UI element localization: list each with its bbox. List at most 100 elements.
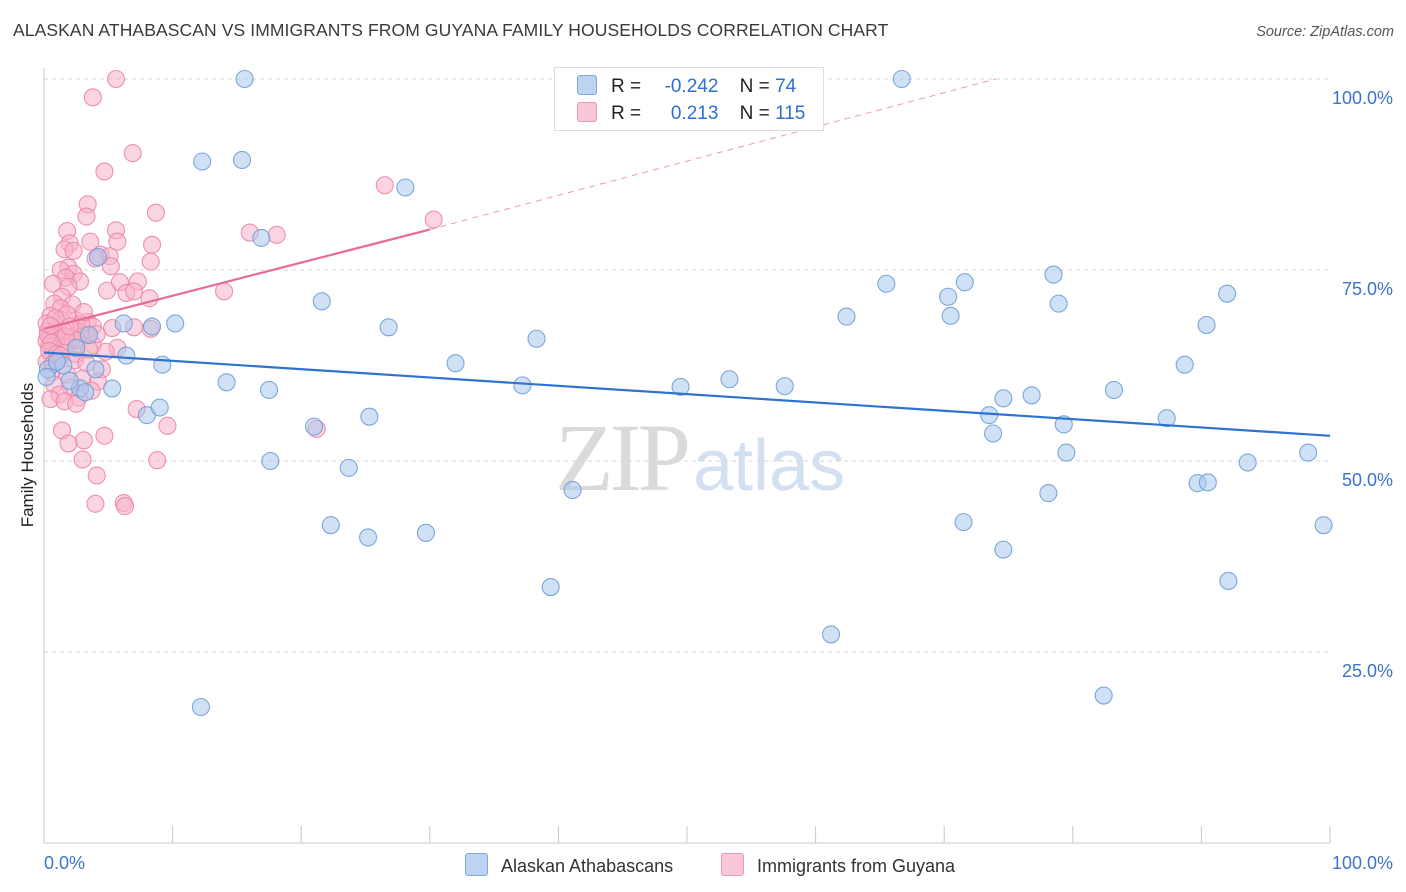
point-athabascan xyxy=(359,528,378,547)
point-athabascan xyxy=(142,317,162,336)
point-athabascan xyxy=(103,379,122,398)
point-guyana xyxy=(87,466,106,485)
point-guyana xyxy=(267,225,286,244)
trendline-guyana-extended xyxy=(429,78,996,230)
point-guyana xyxy=(146,203,165,222)
point-athabascan xyxy=(775,377,794,396)
stats-box: R = -0.242 N = 74 R = 0.213 N = 115 xyxy=(554,67,824,131)
point-guyana xyxy=(123,144,142,163)
point-athabascan xyxy=(1049,294,1068,313)
point-athabascan xyxy=(1238,453,1257,472)
point-guyana xyxy=(95,426,114,445)
point-athabascan xyxy=(379,318,398,337)
point-guyana xyxy=(148,451,167,470)
legend-label: Alaskan Athabascans xyxy=(501,856,674,876)
point-guyana xyxy=(73,450,92,469)
point-guyana xyxy=(83,88,102,107)
point-athabascan xyxy=(416,523,435,542)
point-athabascan xyxy=(1197,315,1216,335)
point-guyana xyxy=(141,252,160,271)
point-guyana xyxy=(424,210,443,229)
point-guyana xyxy=(115,497,135,516)
point-athabascan xyxy=(892,69,911,89)
point-athabascan xyxy=(1314,516,1333,535)
point-athabascan xyxy=(1198,473,1217,492)
legend-swatch-pink xyxy=(721,853,744,876)
point-guyana xyxy=(59,434,78,453)
point-athabascan xyxy=(994,540,1013,559)
point-athabascan xyxy=(117,346,136,365)
point-athabascan xyxy=(1039,484,1058,503)
point-athabascan xyxy=(305,417,324,436)
point-guyana xyxy=(97,281,117,300)
x-tick-label: 100.0% xyxy=(1332,853,1393,873)
trendline-guyana xyxy=(43,228,431,330)
stats-r-label: R = xyxy=(611,103,642,124)
point-athabascan xyxy=(1157,409,1176,428)
point-athabascan xyxy=(76,383,95,402)
point-athabascan xyxy=(1022,386,1041,405)
point-athabascan xyxy=(114,314,133,333)
y-tick-label: 100.0% xyxy=(1332,88,1393,108)
point-guyana xyxy=(108,232,127,251)
point-athabascan xyxy=(837,307,856,326)
stats-r-label: R = xyxy=(611,76,642,97)
point-athabascan xyxy=(37,367,56,387)
point-athabascan xyxy=(235,69,254,89)
y-tick-label: 75.0% xyxy=(1342,279,1393,299)
point-athabascan xyxy=(193,152,212,171)
point-athabascan xyxy=(47,352,66,371)
point-athabascan xyxy=(252,228,271,247)
source-credit: Source: ZipAtlas.com xyxy=(1256,24,1394,40)
point-athabascan xyxy=(1175,355,1194,374)
point-athabascan xyxy=(446,354,465,373)
point-guyana xyxy=(95,162,114,181)
stats-n-label: N = xyxy=(739,103,770,124)
stats-n-label: N = xyxy=(739,76,770,97)
point-guyana xyxy=(375,176,394,195)
stats-r-value: -0.242 xyxy=(664,76,719,97)
y-tick-label: 50.0% xyxy=(1342,470,1393,490)
point-athabascan xyxy=(60,371,79,390)
x-tick-label: 0.0% xyxy=(44,853,85,873)
point-guyana xyxy=(86,494,105,513)
legend-label: Immigrants from Guyana xyxy=(757,856,956,876)
point-athabascan xyxy=(67,338,86,357)
point-athabascan xyxy=(360,407,379,426)
point-athabascan xyxy=(1057,443,1076,462)
point-athabascan xyxy=(1218,284,1237,303)
point-athabascan xyxy=(984,424,1003,443)
point-athabascan xyxy=(513,376,532,395)
point-athabascan xyxy=(1299,443,1318,462)
stats-row-athabascan: R = -0.242 N = 74 xyxy=(577,75,796,99)
point-athabascan xyxy=(955,273,974,292)
point-guyana xyxy=(101,257,120,276)
point-guyana xyxy=(64,241,83,260)
point-guyana xyxy=(124,282,144,301)
chart-title: ALASKAN ATHABASCAN VS IMMIGRANTS FROM GU… xyxy=(13,20,889,40)
point-guyana xyxy=(142,235,162,254)
legend-item-guyana: Immigrants from Guyana xyxy=(721,853,955,877)
point-athabascan xyxy=(312,292,331,311)
point-guyana xyxy=(74,431,93,450)
point-athabascan xyxy=(232,150,252,170)
point-guyana xyxy=(106,69,126,89)
point-athabascan xyxy=(1104,380,1124,399)
point-athabascan xyxy=(261,451,280,471)
point-guyana xyxy=(77,207,96,226)
point-guyana xyxy=(81,232,100,251)
point-athabascan xyxy=(259,380,279,399)
legend-swatch-blue xyxy=(465,853,488,876)
point-athabascan xyxy=(321,516,340,535)
stats-n-value: 74 xyxy=(775,76,797,97)
stats-row-guyana: R = 0.213 N = 115 xyxy=(577,102,805,126)
point-guyana xyxy=(214,282,234,301)
point-athabascan xyxy=(339,458,358,477)
stats-swatch-blue xyxy=(577,75,597,95)
point-athabascan xyxy=(1054,415,1073,434)
point-athabascan xyxy=(88,247,108,267)
point-athabascan xyxy=(941,306,960,325)
point-athabascan xyxy=(939,287,958,306)
point-athabascan xyxy=(396,178,415,197)
